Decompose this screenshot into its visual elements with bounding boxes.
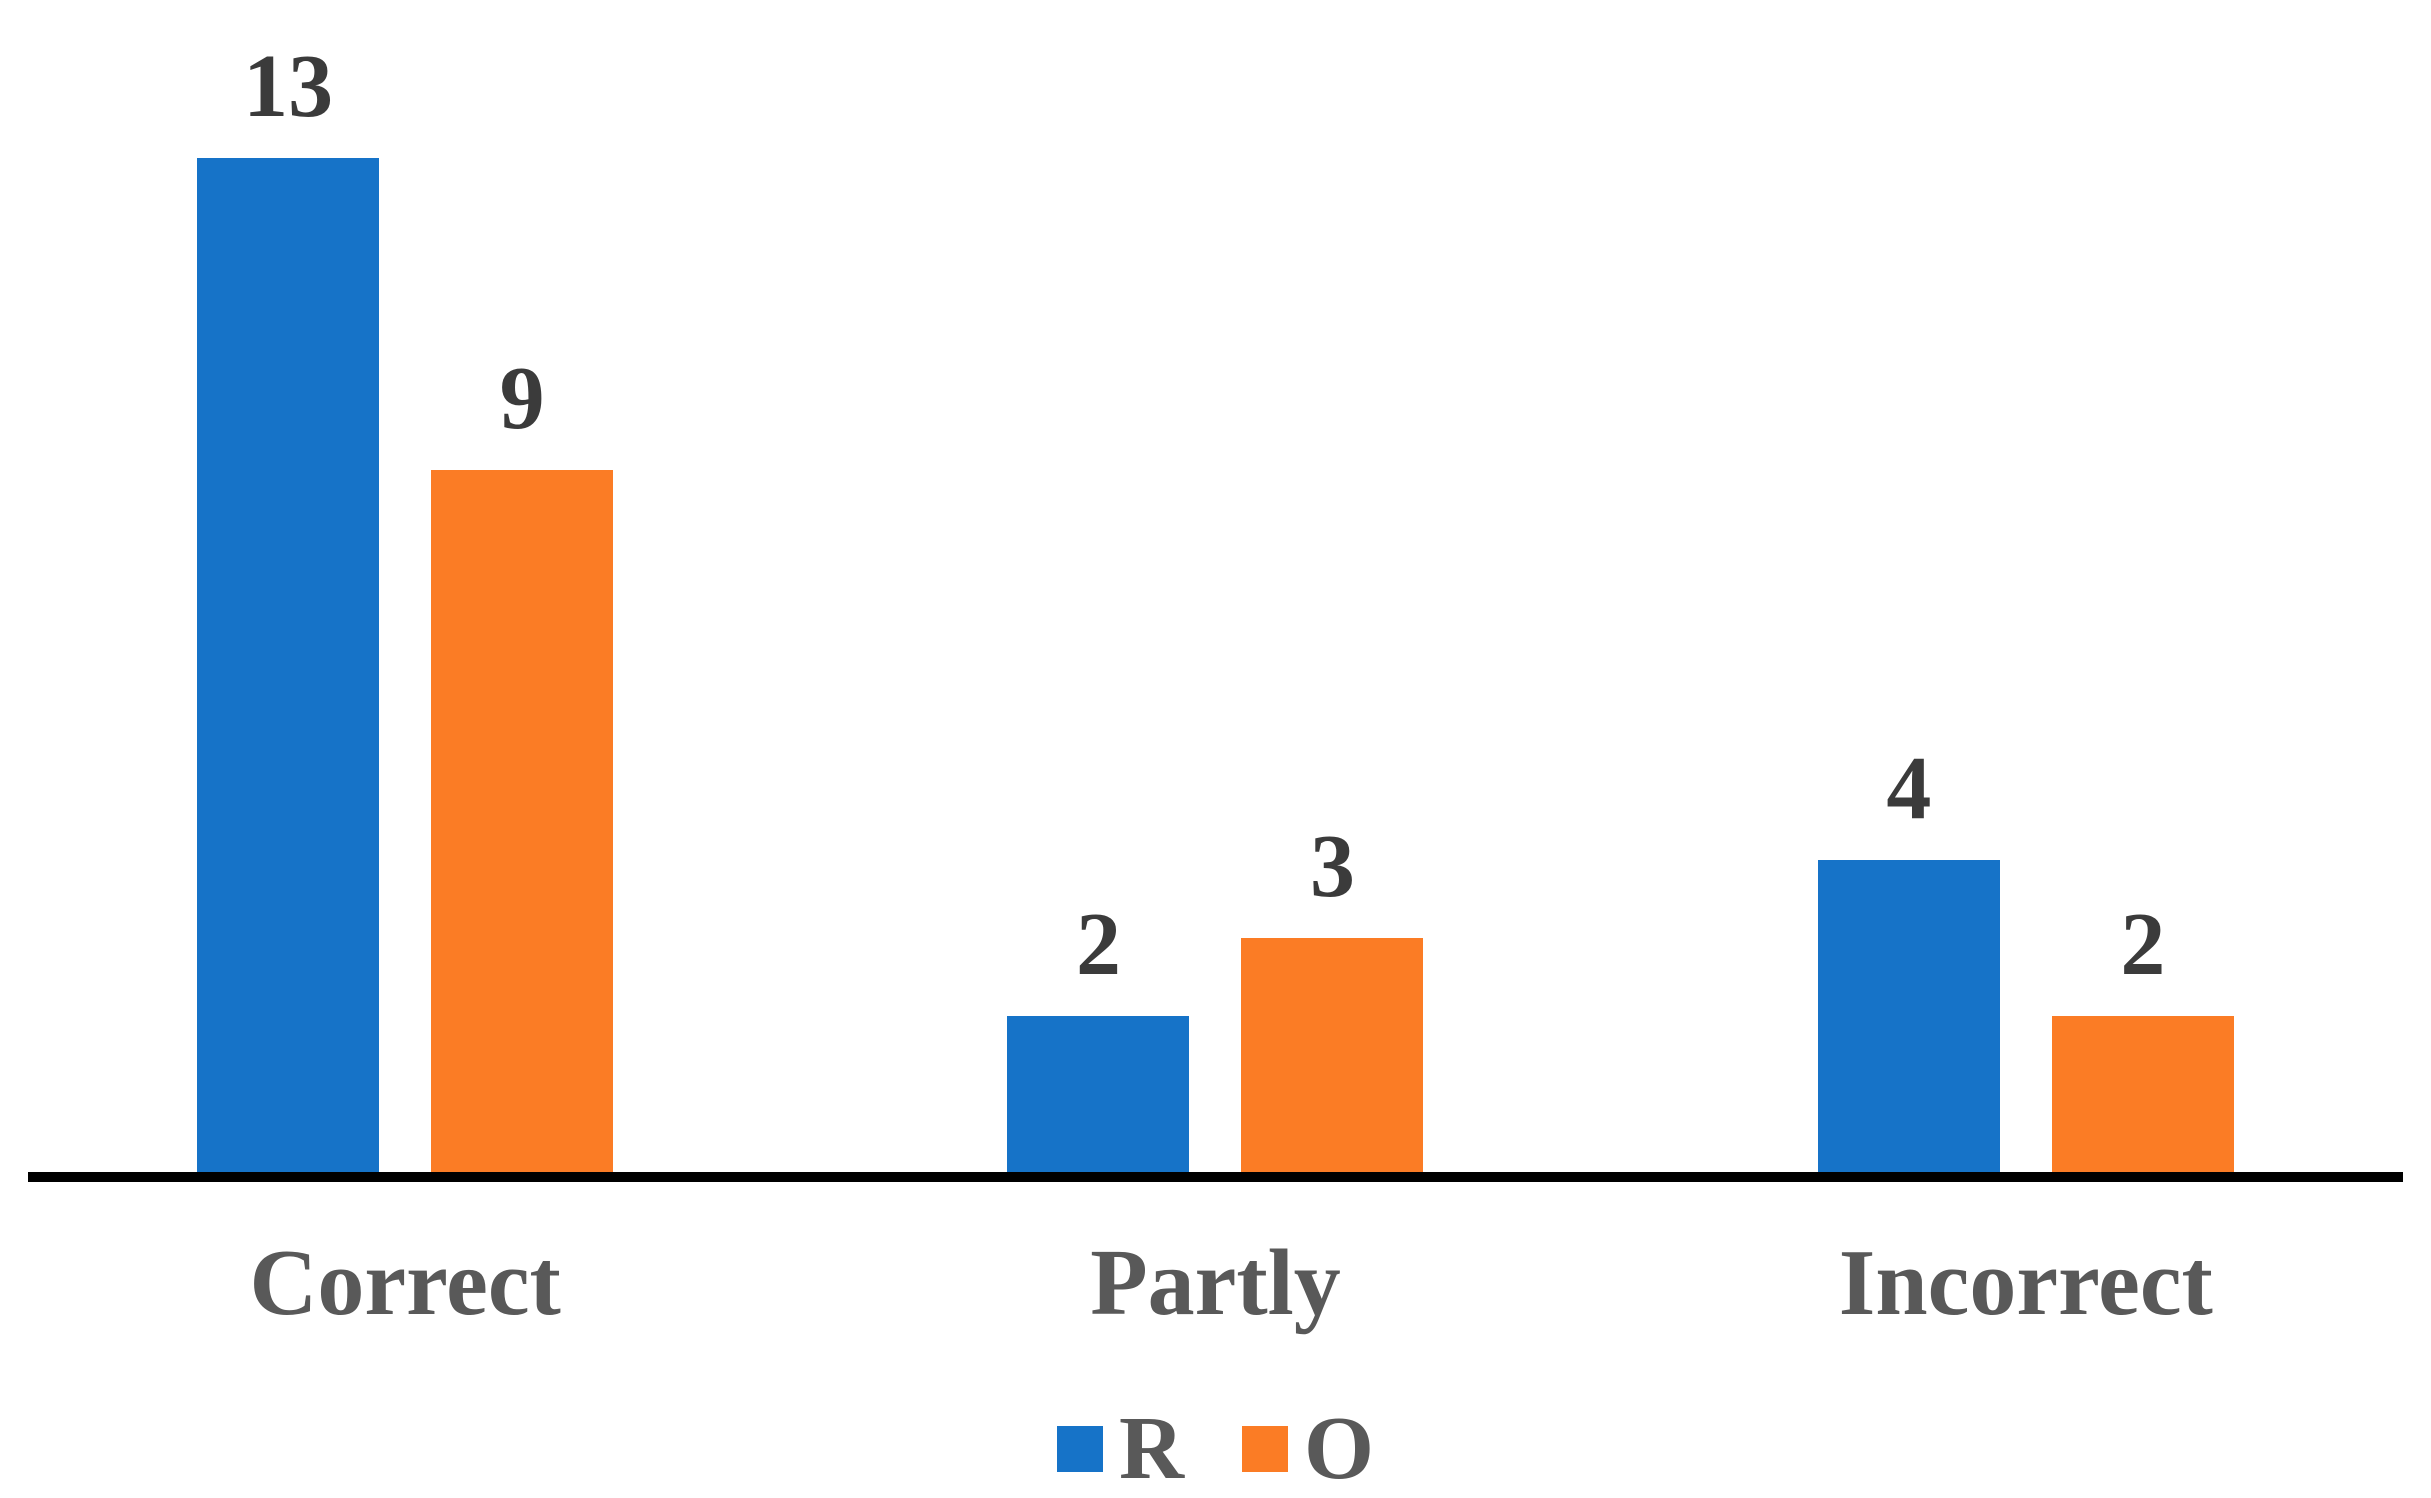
legend: R O xyxy=(0,1404,2431,1494)
bar-partly-r xyxy=(1007,1016,1190,1172)
legend-item-o: O xyxy=(1241,1399,1374,1498)
category-label-partly: Partly xyxy=(1090,1231,1341,1335)
legend-item-r: R xyxy=(1056,1399,1184,1498)
category-cell: Incorrect xyxy=(1621,1231,2431,1335)
bar-correct-r xyxy=(197,158,380,1172)
bar-cell-correct-o: 9 xyxy=(431,0,614,1172)
value-label: 3 xyxy=(1309,817,1355,916)
bar-cell-correct-r: 13 xyxy=(197,0,380,1172)
bar-group-incorrect: 4 2 xyxy=(1621,0,2431,1172)
category-label-correct: Correct xyxy=(249,1231,561,1335)
bar-correct-o xyxy=(431,470,614,1172)
bar-partly-o xyxy=(1241,938,1424,1172)
bar-incorrect-r xyxy=(1817,860,2000,1172)
value-label: 2 xyxy=(1075,895,1121,994)
category-cell: Correct xyxy=(0,1231,810,1335)
legend-swatch-r xyxy=(1056,1426,1103,1472)
x-axis-line xyxy=(28,1172,2403,1182)
plot-area: 13 9 2 3 4 2 xyxy=(0,0,2431,1172)
legend-label-o: O xyxy=(1303,1399,1374,1498)
value-label: 13 xyxy=(243,37,334,136)
bar-cell-incorrect-r: 4 xyxy=(1817,0,2000,1172)
value-label: 9 xyxy=(499,349,545,448)
category-axis-labels: Correct Partly Incorrect xyxy=(0,1231,2431,1335)
bar-cell-incorrect-o: 2 xyxy=(2051,0,2234,1172)
legend-swatch-o xyxy=(1241,1426,1288,1472)
value-label: 4 xyxy=(1886,739,1932,838)
bar-group-partly: 2 3 xyxy=(810,0,1620,1172)
value-label: 2 xyxy=(2120,895,2166,994)
bar-incorrect-o xyxy=(2051,1016,2234,1172)
category-label-incorrect: Incorrect xyxy=(1838,1231,2213,1335)
bar-cell-partly-r: 2 xyxy=(1007,0,1190,1172)
bar-cell-partly-o: 3 xyxy=(1241,0,1424,1172)
legend-label-r: R xyxy=(1118,1399,1184,1498)
category-cell: Partly xyxy=(810,1231,1620,1335)
bar-group-correct: 13 9 xyxy=(0,0,810,1172)
